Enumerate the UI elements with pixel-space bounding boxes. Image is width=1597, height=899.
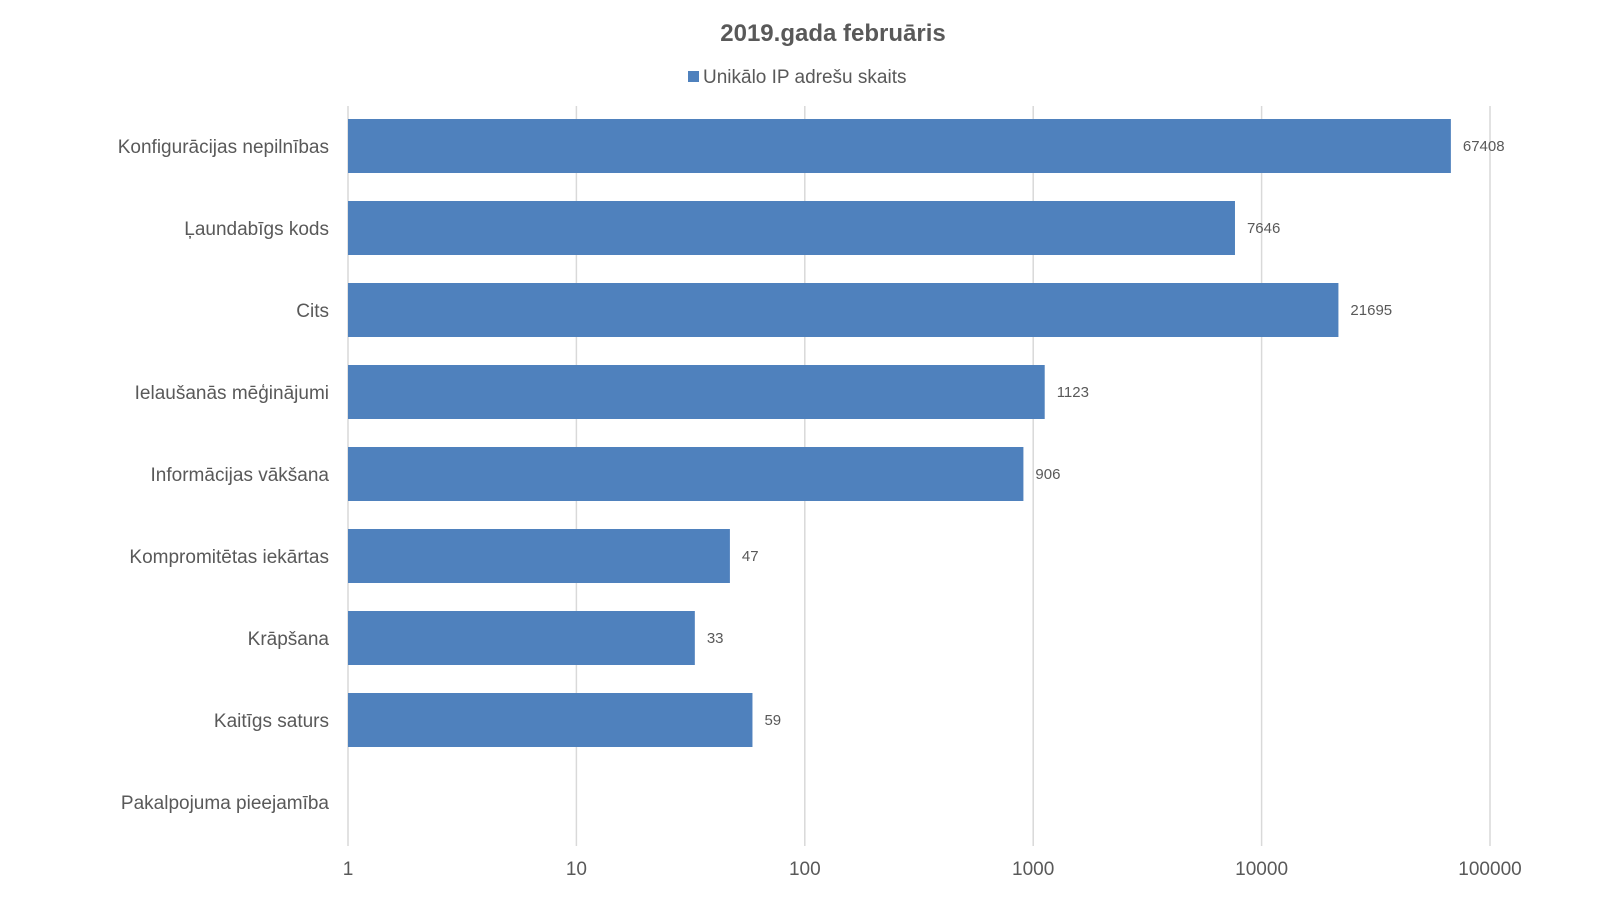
x-tick-label: 100 [789,859,821,880]
category-label: Cits [296,301,329,322]
category-label: Ielaušanās mēģinājumi [135,383,329,404]
chart-title: 2019.gada februāris [720,20,945,47]
category-label: Krāpšana [248,629,330,650]
bar [348,119,1451,173]
x-tick-label: 1000 [1012,859,1054,880]
legend-label: Unikālo IP adrešu skaits [703,67,906,88]
legend-swatch [688,71,699,82]
x-tick-label: 100000 [1458,859,1521,880]
legend: Unikālo IP adrešu skaits [688,67,906,88]
category-label: Informācijas vākšana [151,465,330,486]
category-labels: Konfigurācijas nepilnības Ļaundabīgs kods… [118,137,330,814]
category-label: Konfigurācijas nepilnības [118,137,329,158]
category-label: Pakalpojuma pieejamība [121,793,330,814]
bar [348,693,753,747]
category-label: Ļaundabīgs kods [184,219,329,240]
category-label: Kaitīgs saturs [214,711,329,732]
bar [348,365,1045,419]
bar [348,529,730,583]
category-label: Kompromitētas iekārtas [129,547,329,568]
x-axis-tick-labels: 1 10 100 1000 10000 100000 [343,859,1522,880]
data-label: 7646 [1247,220,1280,237]
data-label: 59 [764,712,781,729]
bar [348,447,1024,501]
bar [348,201,1235,255]
data-label: 47 [742,548,759,565]
data-labels: 67408 7646 21695 1123 906 47 33 59 [707,138,1505,729]
data-label: 21695 [1350,302,1392,319]
x-tick-label: 1 [343,859,354,880]
data-label: 67408 [1463,138,1505,155]
data-label: 33 [707,630,724,647]
bar [348,283,1339,337]
x-tick-label: 10 [566,859,587,880]
data-label: 906 [1035,466,1060,483]
bar [348,611,695,665]
bars [348,119,1451,747]
data-label: 1123 [1057,384,1089,401]
x-tick-label: 10000 [1235,859,1288,880]
